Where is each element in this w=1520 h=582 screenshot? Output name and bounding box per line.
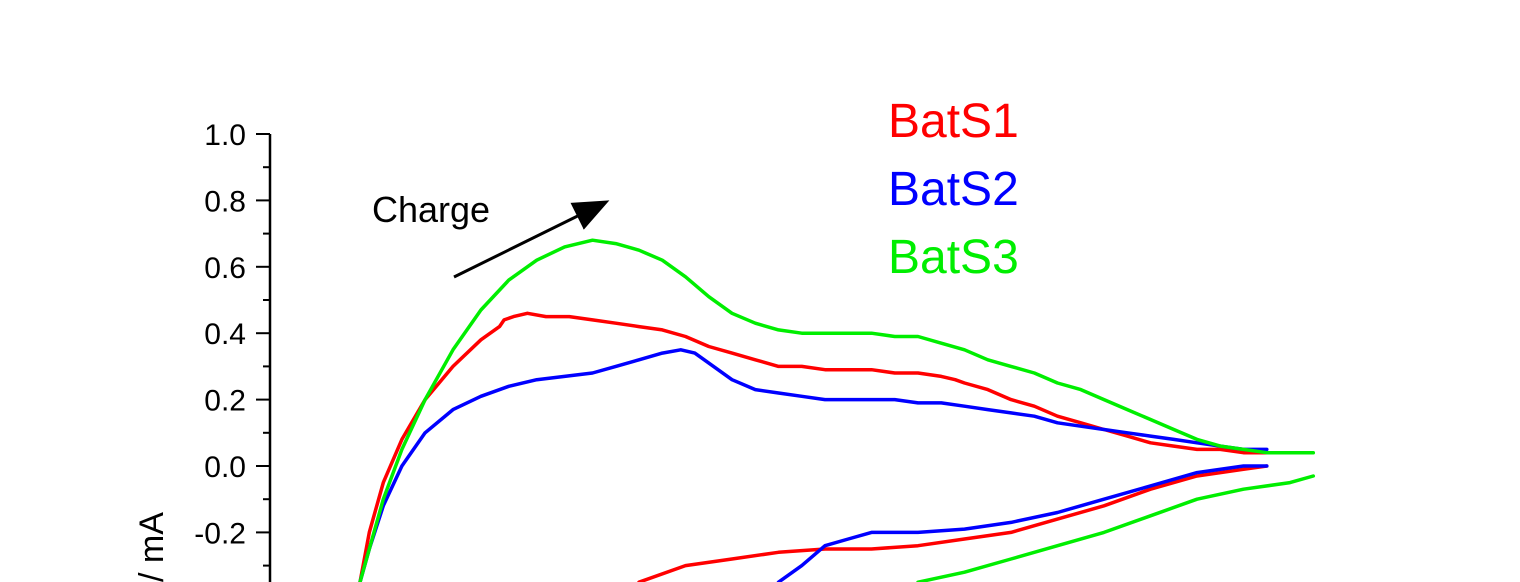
y-tick-label: 1.0 [204, 119, 246, 152]
y-tick-label: -0.2 [194, 517, 246, 550]
y-tick-label: 0.6 [204, 252, 246, 285]
y-axis-label: / mA [133, 512, 171, 582]
y-tick-label: 0.8 [204, 185, 246, 218]
series-line-bats1 [358, 311, 1269, 582]
legend-entry-bats3: BatS3 [888, 231, 1019, 284]
annotation-arrow [453, 200, 610, 279]
series-line-bats3 [358, 238, 1316, 582]
series-group [358, 238, 1316, 582]
legend: BatS1 BatS2 BatS3 [888, 95, 1019, 284]
charge-annotation: Charge [372, 189, 610, 279]
y-tick-label: 0.4 [204, 318, 246, 351]
y-axis: 1.0 0.8 0.6 0.4 0.2 0.0 -0.2 / mA [133, 119, 272, 582]
y-tick-label: 0.0 [204, 451, 246, 484]
y-tick-label: 0.2 [204, 385, 246, 418]
annotation-text: Charge [372, 189, 490, 230]
lower-curve-bats1 [637, 464, 1269, 582]
series-line-bats2 [358, 348, 1269, 582]
lower-curve-bats3 [916, 474, 1316, 582]
lower-curve-bats2 [776, 464, 1269, 582]
legend-entry-bats2: BatS2 [888, 163, 1019, 216]
legend-entry-bats1: BatS1 [888, 95, 1019, 148]
